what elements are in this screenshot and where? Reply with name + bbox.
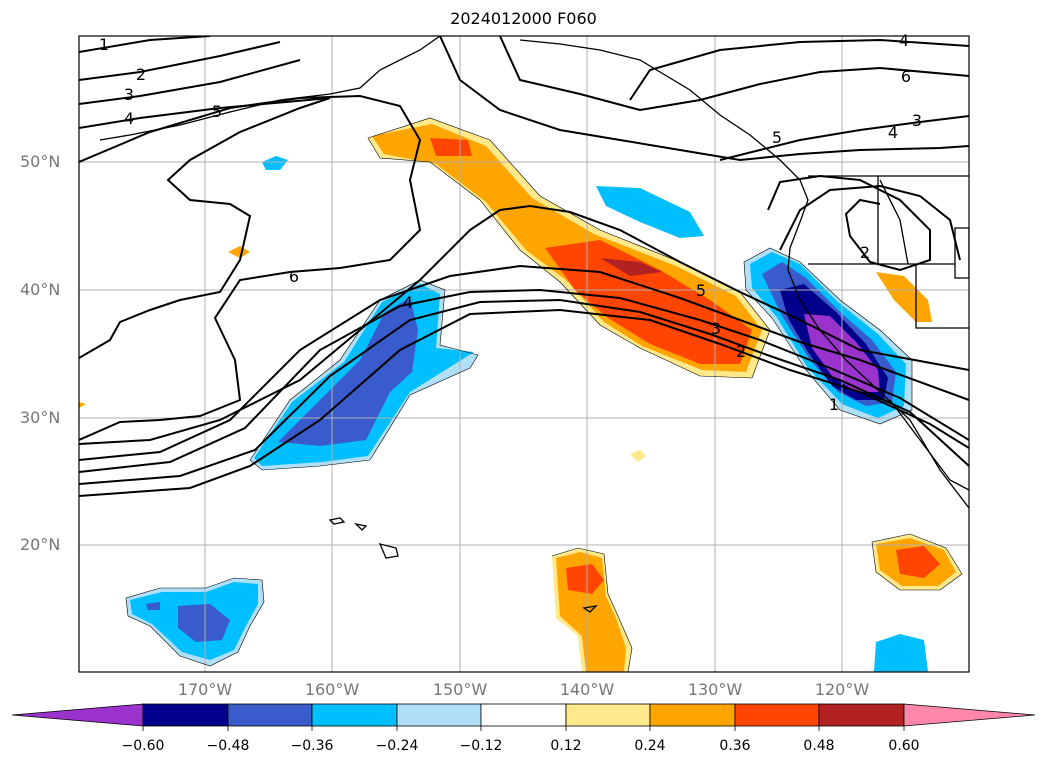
colorbar-segment: [396, 703, 482, 727]
contour-label: 6: [901, 67, 911, 86]
lat-label: 30°N: [20, 408, 61, 427]
contour-label: 4: [899, 31, 909, 50]
positive-band-darkred: [600, 258, 662, 276]
contour-line: [79, 264, 969, 461]
shading-outlines: [125, 117, 963, 672]
contour-label: 2: [136, 65, 146, 84]
colorbar-segment: [734, 703, 820, 727]
lon-label: 140°W: [559, 680, 615, 699]
gridlines: [79, 36, 969, 672]
map-frame: [78, 35, 970, 673]
contour-label: 3: [711, 319, 721, 338]
contour-line: [79, 97, 331, 359]
contour-line: [79, 59, 301, 105]
contour-line: [79, 298, 969, 485]
colorbar-tick-label: 0.12: [550, 738, 582, 754]
contour-label: 1: [829, 395, 839, 414]
negative-southwest-royal-small: [146, 602, 160, 610]
contour-label: 4: [403, 293, 413, 312]
contour-label: 6: [289, 267, 299, 286]
contour-labels: 1 2 3 4 5 6 5 4 3 2 1 2 3 4 5 6 4: [99, 31, 922, 414]
contour-line: [79, 36, 211, 53]
contour-label: 4: [124, 109, 134, 128]
contour-line: [767, 174, 931, 272]
colorbar: [11, 703, 1036, 731]
contour-label: 5: [772, 128, 782, 147]
colorbar-segment: [142, 703, 229, 727]
lat-label: 20°N: [20, 535, 61, 554]
positive-inland: [876, 272, 932, 322]
map-title: 2024012000 F060: [450, 9, 597, 28]
contour-line: [779, 184, 961, 261]
lon-label: 130°W: [687, 680, 743, 699]
colorbar-segment: [480, 703, 567, 727]
lon-label: 120°W: [814, 680, 870, 699]
lat-label: 40°N: [20, 280, 61, 299]
contour-label: 3: [124, 85, 134, 104]
contour-line: [79, 204, 969, 445]
contour-label: 5: [212, 102, 222, 121]
lon-label: 170°W: [177, 680, 233, 699]
colorbar-tick-label: −0.60: [121, 738, 165, 754]
lon-label: 150°W: [432, 680, 488, 699]
contour-label: 4: [888, 123, 898, 142]
contour-label: 1: [99, 35, 109, 54]
colorbar-tick-label: −0.12: [459, 738, 503, 754]
contour-line: [499, 36, 969, 112]
colorbar-tick-label: −0.36: [290, 738, 334, 754]
contour-label: 2: [860, 243, 870, 262]
negative-southwest-royal: [178, 604, 230, 642]
colorbar-tick-label: −0.48: [206, 738, 250, 754]
negative-patch-north: [596, 186, 704, 238]
colorbar-segment: [565, 703, 651, 727]
colorbar-extend-high: [903, 703, 1036, 727]
lon-label: 160°W: [304, 680, 360, 699]
colorbar-tick-label: −0.24: [375, 738, 419, 754]
positive-blob-edge: [79, 402, 86, 408]
positive-blob-west: [228, 246, 250, 258]
colorbar-tick-label: 0.60: [888, 738, 920, 754]
contour-lines: [79, 36, 969, 497]
contour-line: [629, 38, 969, 101]
positive-mexico-red: [896, 546, 940, 578]
colorbar-tick-label: 0.48: [803, 738, 835, 754]
positive-plume-red: [566, 564, 604, 594]
colorbar-tick-label: 0.36: [719, 738, 751, 754]
contour-line: [79, 288, 969, 473]
colorbar-segment: [818, 703, 905, 727]
contour-label: 2: [736, 342, 746, 361]
contour-line: [79, 41, 281, 81]
contour-line: [79, 97, 331, 129]
positive-small-red: [430, 138, 472, 156]
negative-band-royal: [278, 298, 418, 446]
colorbar-segment: [649, 703, 736, 727]
contour-line: [79, 308, 969, 497]
negative-blob-north: [262, 156, 288, 170]
contour-line: [439, 36, 969, 162]
colorbar-segment: [311, 703, 398, 727]
colorbar-tick-label: 0.24: [634, 738, 666, 754]
lat-label: 50°N: [20, 152, 61, 171]
negative-southeast: [874, 634, 928, 672]
contour-label: 3: [912, 111, 922, 130]
positive-blob-dot: [630, 450, 646, 462]
colorbar-extend-low: [11, 703, 144, 727]
contour-line: [719, 115, 969, 161]
contour-line: [79, 94, 422, 441]
colorbar-segment: [227, 703, 313, 727]
contour-label: 5: [696, 281, 706, 300]
